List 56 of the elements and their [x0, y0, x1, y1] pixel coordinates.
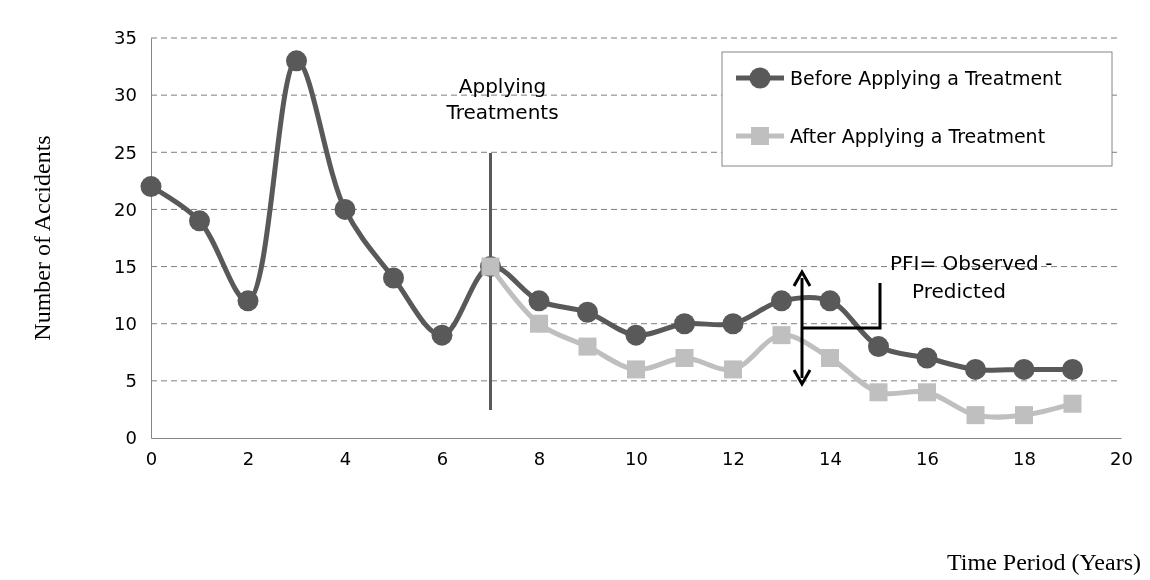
- point: [819, 290, 841, 312]
- x-tick-label: 12: [722, 447, 745, 469]
- x-tick-label: 16: [916, 447, 939, 469]
- point: [286, 50, 307, 72]
- x-tick-label: 4: [339, 447, 352, 469]
- x-tick-label: 20: [1110, 447, 1133, 469]
- point: [237, 290, 259, 312]
- legend-label: Before Applying a Treatment: [790, 67, 1062, 89]
- x-tick-label: 2: [242, 447, 255, 469]
- point: [772, 326, 791, 345]
- point: [918, 383, 936, 402]
- point: [431, 324, 453, 346]
- point: [383, 267, 404, 289]
- y-tick-label: 10: [114, 312, 137, 334]
- y-tick-label: 30: [114, 84, 137, 106]
- y-axis-title: Number of Accidents: [29, 135, 55, 341]
- x-tick-label: 8: [533, 447, 546, 469]
- point: [722, 313, 744, 335]
- point: [189, 210, 210, 232]
- y-tick-label: 35: [114, 27, 137, 49]
- point: [1062, 358, 1083, 380]
- ref-line-label: Applying Treatments: [445, 74, 559, 124]
- point: [868, 336, 889, 358]
- point: [965, 358, 986, 380]
- point: [674, 313, 695, 335]
- point: [578, 337, 597, 356]
- point: [1063, 394, 1082, 413]
- point: [821, 349, 839, 367]
- x-tick-label: 0: [145, 447, 158, 469]
- point: [627, 360, 645, 379]
- y-tick-label: 15: [114, 255, 137, 277]
- point: [1015, 406, 1033, 425]
- y-tick-label: 0: [125, 427, 137, 449]
- point: [530, 314, 548, 333]
- point: [140, 176, 162, 198]
- point: [334, 198, 356, 220]
- point: [869, 383, 888, 402]
- point: [1013, 358, 1035, 380]
- point: [625, 324, 647, 346]
- x-axis-title: Time Period (Years): [946, 549, 1141, 575]
- point: [675, 349, 694, 367]
- point: [577, 301, 598, 323]
- legend-label: After Applying a Treatment: [790, 125, 1046, 147]
- point: [724, 360, 742, 379]
- point: [771, 290, 792, 312]
- point: [966, 406, 985, 425]
- x-tick-label: 6: [436, 447, 449, 469]
- y-tick-label: 5: [125, 370, 137, 392]
- annotation: PFI= Observed - Predicted: [890, 251, 1053, 303]
- y-tick-label: 25: [114, 141, 137, 163]
- point: [916, 347, 938, 369]
- y-tick-label: 20: [114, 198, 137, 220]
- x-tick-label: 14: [819, 447, 842, 469]
- x-tick-label: 18: [1013, 447, 1036, 469]
- point: [528, 290, 550, 312]
- x-tick-label: 10: [625, 447, 648, 469]
